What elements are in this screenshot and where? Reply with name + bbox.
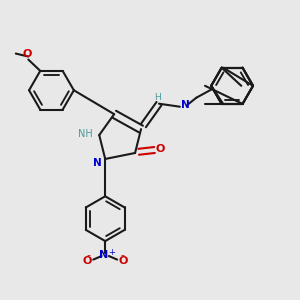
Text: +: + [108, 248, 115, 256]
Text: N: N [181, 100, 189, 110]
Text: O: O [82, 256, 92, 266]
Text: -: - [121, 250, 124, 260]
Text: O: O [22, 49, 32, 59]
Text: H: H [154, 93, 161, 102]
Text: -: - [86, 250, 90, 260]
Text: NH: NH [78, 129, 93, 139]
Text: N: N [93, 158, 102, 168]
Text: N: N [99, 250, 108, 260]
Text: O: O [155, 144, 164, 154]
Text: O: O [118, 256, 128, 266]
